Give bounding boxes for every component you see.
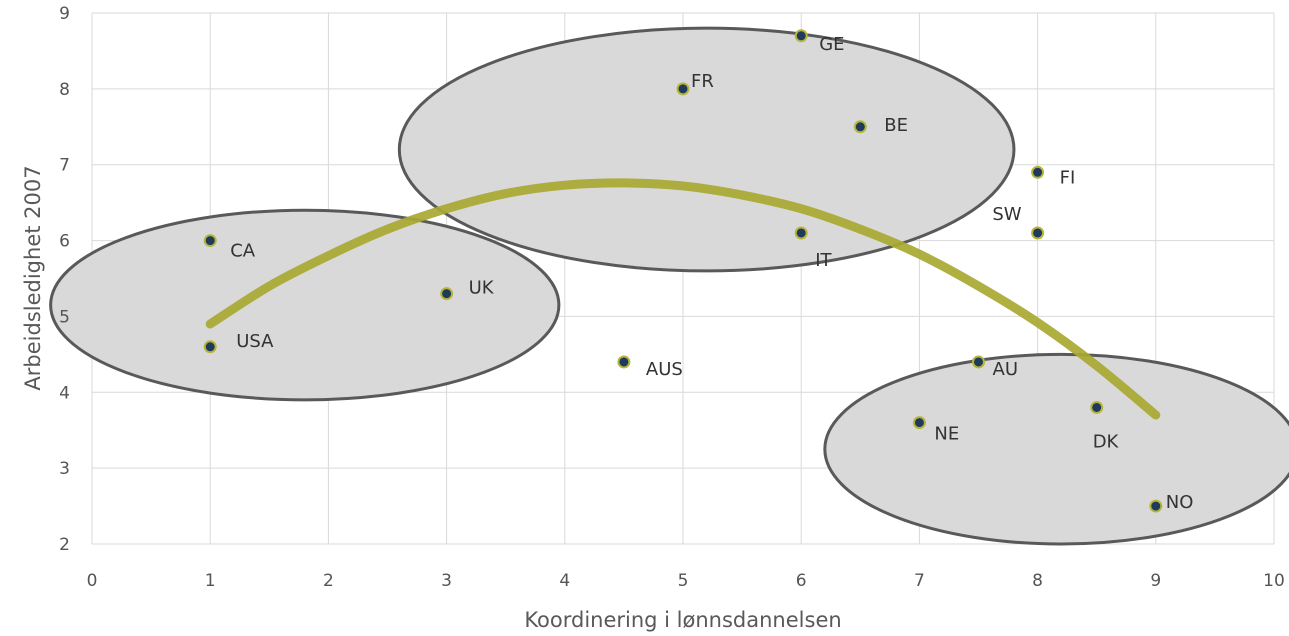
cluster-ellipses	[49, 26, 1289, 546]
point-label: IT	[815, 250, 832, 271]
y-axis-title: Arbeidsledighet 2007	[21, 165, 45, 390]
x-tick-label: 7	[914, 571, 925, 591]
data-point	[794, 226, 808, 240]
cluster-ellipse	[49, 208, 561, 402]
x-tick-label: 0	[87, 571, 98, 591]
x-tick-label: 3	[441, 571, 452, 591]
point-label: FR	[691, 71, 714, 92]
point-label: AU	[993, 359, 1019, 380]
point-label: DK	[1093, 431, 1120, 452]
data-point	[203, 234, 217, 248]
data-point	[440, 287, 454, 301]
y-tick-label: 7	[59, 156, 70, 176]
x-tick-label: 4	[559, 571, 570, 591]
point-label: GE	[819, 34, 844, 55]
data-point	[794, 29, 808, 43]
y-tick-label: 4	[59, 383, 70, 403]
tick-labels: 0 1 2 3 4 5 6 7 8 9 10 2 3 4 5 6 7 8 9	[59, 4, 1285, 591]
point-label: CA	[230, 241, 256, 262]
point-label: NO	[1166, 492, 1194, 513]
x-tick-label: 9	[1150, 571, 1161, 591]
trend-curve	[205, 178, 1161, 420]
point-label: UK	[469, 278, 495, 299]
data-point	[1031, 226, 1045, 240]
data-point	[1090, 400, 1104, 414]
x-tick-label: 6	[796, 571, 807, 591]
data-point	[972, 355, 985, 369]
data-points: CA USA UK AUS FR GE IT BE FI SW AU NE DK NO	[203, 29, 1194, 513]
data-point	[1149, 499, 1163, 513]
data-point	[912, 416, 926, 430]
data-point	[1031, 165, 1045, 179]
x-tick-label: 8	[1032, 571, 1043, 591]
point-label: SW	[992, 204, 1021, 225]
point-label: BE	[884, 115, 908, 136]
x-tick-label: 10	[1263, 571, 1285, 591]
y-tick-label: 6	[59, 232, 70, 252]
x-tick-label: 5	[678, 571, 689, 591]
cluster-ellipse	[823, 352, 1289, 546]
point-label: FI	[1060, 167, 1076, 188]
data-point	[853, 120, 867, 134]
point-label: USA	[236, 331, 274, 352]
trend-curve-group	[205, 178, 1161, 420]
y-tick-label: 3	[59, 459, 70, 479]
y-tick-label: 8	[59, 80, 70, 100]
x-axis-title: Koordinering i lønnsdannelsen	[524, 608, 841, 632]
data-point	[617, 355, 631, 369]
y-tick-label: 9	[59, 4, 70, 24]
x-tick-label: 2	[323, 571, 334, 591]
x-tick-label: 1	[205, 571, 216, 591]
data-point	[203, 340, 217, 354]
y-tick-label: 5	[59, 307, 70, 327]
cluster-ellipse	[397, 26, 1016, 273]
y-tick-label: 2	[59, 535, 70, 555]
data-point	[676, 82, 690, 96]
point-label: AUS	[646, 359, 683, 380]
point-label: NE	[934, 424, 959, 445]
